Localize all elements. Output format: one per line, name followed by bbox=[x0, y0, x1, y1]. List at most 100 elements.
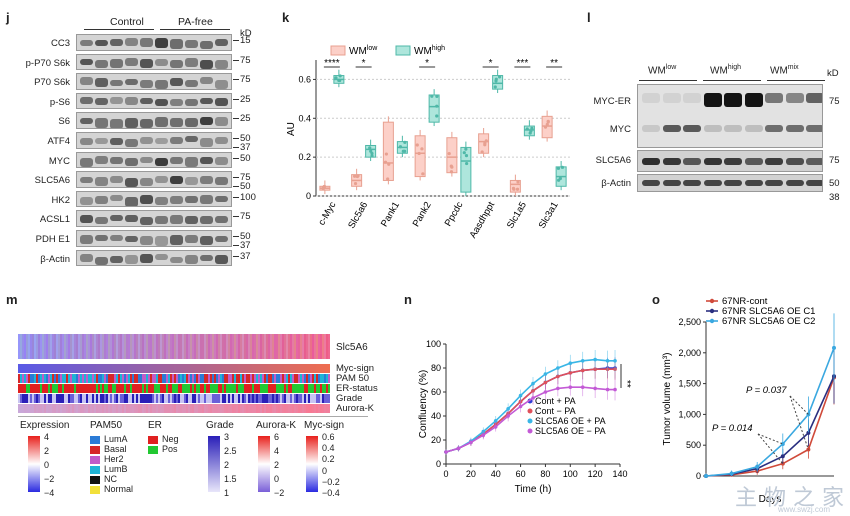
track-cell bbox=[206, 384, 208, 393]
track-cell bbox=[246, 374, 248, 383]
blot-band bbox=[170, 215, 183, 225]
track-cell bbox=[196, 404, 198, 413]
track-cell bbox=[252, 394, 254, 403]
track-cell bbox=[212, 394, 214, 403]
heat-cell bbox=[244, 334, 246, 359]
blot-band bbox=[125, 196, 138, 207]
track-cell bbox=[222, 374, 224, 383]
heat-cell bbox=[274, 334, 276, 359]
track-cell bbox=[102, 394, 104, 403]
track-cell bbox=[24, 384, 26, 393]
track-cell bbox=[176, 404, 178, 413]
blot-row-label-l: β-Actin bbox=[601, 178, 631, 189]
track-cell bbox=[250, 394, 252, 403]
track-cell bbox=[204, 384, 206, 393]
data-point-k bbox=[435, 114, 439, 118]
track-cell bbox=[236, 394, 238, 403]
heat-cell bbox=[246, 334, 248, 359]
track-cell bbox=[272, 394, 274, 403]
track-cell bbox=[82, 374, 84, 383]
blot-band bbox=[744, 180, 763, 186]
blot-band bbox=[125, 38, 138, 47]
blot-band bbox=[125, 177, 138, 187]
legend-marker-n bbox=[527, 408, 533, 414]
track-cell bbox=[284, 394, 286, 403]
data-point-n bbox=[605, 359, 610, 363]
track-cell bbox=[98, 394, 100, 403]
heat-cell bbox=[144, 334, 146, 359]
track-cell bbox=[216, 364, 218, 373]
track-cell bbox=[108, 404, 110, 413]
track-cell bbox=[300, 404, 302, 413]
blot-band bbox=[170, 117, 183, 127]
track-cell bbox=[298, 384, 300, 393]
p-value-pointer-o bbox=[757, 433, 783, 445]
legend-tick: 1 bbox=[224, 488, 230, 498]
track-cell bbox=[262, 374, 264, 383]
legend-swatch-pam50 bbox=[90, 466, 100, 474]
blot-band bbox=[806, 125, 822, 132]
track-cell bbox=[210, 394, 212, 403]
track-cell bbox=[314, 384, 316, 393]
track-cell bbox=[234, 384, 236, 393]
track-cell bbox=[244, 404, 246, 413]
track-cell bbox=[188, 404, 190, 413]
heat-cell bbox=[48, 334, 50, 359]
panel-label-j: j bbox=[6, 10, 10, 25]
track-cell bbox=[306, 404, 308, 413]
blot-band bbox=[185, 79, 198, 87]
blot-band bbox=[215, 195, 228, 203]
track-cell bbox=[216, 394, 218, 403]
panel-j: j Control PA-free kD CC3 15 p-P70 S6k 75 P70… bbox=[0, 0, 270, 290]
p-value-label-o: P = 0.037 bbox=[746, 385, 787, 396]
blot-band bbox=[125, 254, 138, 265]
data-point-k bbox=[447, 152, 451, 156]
box-k bbox=[460, 146, 472, 193]
track-cell bbox=[220, 364, 222, 373]
heat-cell bbox=[188, 334, 190, 359]
track-cell bbox=[294, 394, 296, 403]
heat-cell bbox=[176, 334, 178, 359]
track-cell bbox=[96, 404, 98, 413]
blot-band bbox=[785, 158, 804, 165]
track-cell bbox=[90, 374, 92, 383]
data-point-n bbox=[556, 386, 560, 391]
track-cell bbox=[276, 364, 278, 373]
track-cell bbox=[154, 384, 156, 393]
heat-cell bbox=[24, 334, 26, 359]
track-cell bbox=[302, 364, 304, 373]
track-cell bbox=[66, 364, 68, 373]
track-cell bbox=[102, 374, 104, 383]
track-cell bbox=[276, 394, 278, 403]
legend-label-n: SLC5A6 OE − PA bbox=[535, 426, 606, 436]
track-cell bbox=[224, 394, 226, 403]
blot-band bbox=[215, 255, 228, 265]
heat-cell bbox=[82, 334, 84, 359]
data-point-k bbox=[368, 146, 372, 150]
track-cell bbox=[48, 394, 50, 403]
track-cell bbox=[106, 394, 108, 403]
blot-band bbox=[110, 256, 123, 264]
track-cell bbox=[244, 394, 246, 403]
blot-band bbox=[95, 97, 108, 105]
track-cell bbox=[252, 374, 254, 383]
track-cell bbox=[152, 364, 154, 373]
blot-band bbox=[80, 176, 93, 184]
data-point-n bbox=[531, 381, 535, 386]
y-tick-label-o: 2,500 bbox=[678, 317, 701, 327]
track-cell bbox=[48, 404, 50, 413]
heat-cell bbox=[116, 334, 118, 359]
heat-cell bbox=[198, 334, 200, 359]
data-point-k bbox=[484, 139, 488, 143]
track-cell bbox=[248, 364, 250, 373]
blot-band bbox=[662, 158, 681, 165]
track-cell bbox=[30, 384, 32, 393]
track-cell bbox=[190, 394, 192, 403]
track-cell bbox=[174, 394, 176, 403]
track-cell bbox=[214, 404, 216, 413]
track-cell bbox=[64, 364, 66, 373]
box-k bbox=[428, 94, 440, 123]
box-k bbox=[382, 121, 394, 181]
track-cell bbox=[36, 404, 38, 413]
x-tick-label-k: Ppcdc bbox=[443, 200, 466, 229]
